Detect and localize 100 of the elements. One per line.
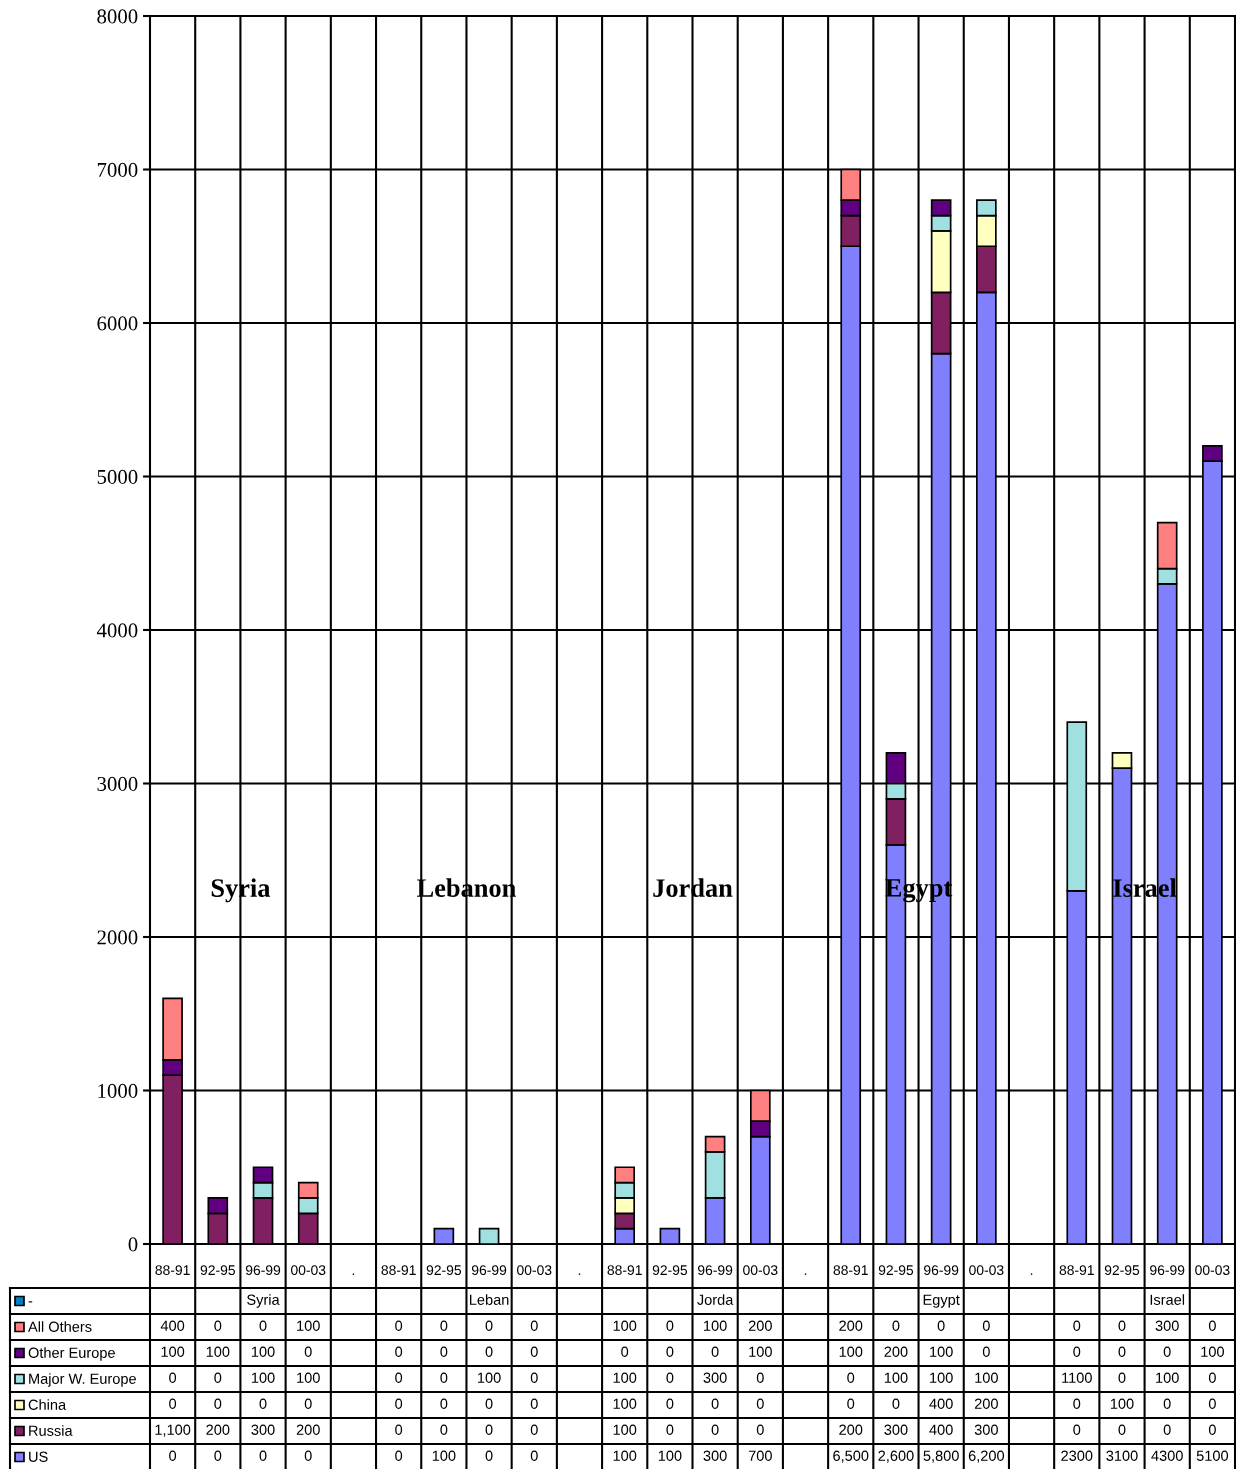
y-tick-label: 0 — [128, 1237, 138, 1252]
data-label: 0 — [1118, 1320, 1126, 1331]
data-label: 6,200 — [968, 1450, 1005, 1463]
data-label: 1100 — [1062, 1372, 1092, 1383]
data-label: 0 — [485, 1320, 493, 1331]
text: Syria — [247, 1294, 280, 1308]
x-tick-label: 96-99 — [924, 1265, 959, 1276]
data-label: 100 — [297, 1320, 320, 1331]
data-label: 0 — [259, 1398, 267, 1409]
data-label: 0 — [304, 1450, 312, 1461]
x-tick-label: 88-91 — [833, 1265, 868, 1276]
data-label: 0 — [395, 1424, 403, 1435]
data-label: 0 — [485, 1450, 493, 1461]
data-label: 0 — [440, 1398, 448, 1409]
x-tick-label: . — [804, 1273, 807, 1275]
data-label: 0 — [304, 1398, 312, 1409]
data-label: 200 — [974, 1398, 998, 1409]
text: Jorda — [697, 1294, 734, 1305]
data-label: 0 — [395, 1372, 403, 1383]
data-label: 0 — [847, 1372, 855, 1383]
data-label: 100 — [206, 1346, 230, 1357]
x-tick-label: . — [352, 1273, 355, 1275]
legend-label: - — [28, 1301, 33, 1303]
data-label: 0 — [530, 1320, 538, 1331]
data-label: 100 — [704, 1320, 727, 1331]
data-label: 0 — [937, 1320, 945, 1331]
y-tick-label: 2000 — [97, 930, 138, 945]
x-tick-label: 88-91 — [607, 1265, 642, 1276]
data-label: 200 — [839, 1320, 863, 1331]
data-label: 400 — [929, 1424, 953, 1435]
data-label: 0 — [666, 1424, 674, 1435]
x-tick-label: 88-91 — [1059, 1265, 1094, 1276]
data-label: 100 — [930, 1372, 953, 1383]
y-tick-label: 5000 — [97, 469, 138, 484]
x-tick-label: 00-03 — [291, 1265, 326, 1276]
data-label: 400 — [929, 1398, 953, 1409]
x-tick-label: 92-95 — [878, 1265, 914, 1276]
data-label: 200 — [206, 1424, 230, 1435]
data-label: 100 — [251, 1346, 275, 1357]
data-label: 0 — [666, 1398, 674, 1409]
data-label: 3100 — [1106, 1450, 1138, 1461]
data-label: 0 — [1163, 1398, 1171, 1409]
data-label: 100 — [613, 1398, 637, 1409]
data-label: 200 — [884, 1346, 908, 1357]
y-tick-label: 3000 — [97, 776, 138, 791]
data-label: 0 — [1118, 1372, 1126, 1383]
data-label: 0 — [1073, 1346, 1081, 1357]
data-label: 0 — [1208, 1398, 1216, 1409]
data-label: 400 — [160, 1320, 185, 1331]
y-tick-label: 4000 — [96, 623, 138, 638]
text: Egypt — [923, 1294, 960, 1308]
data-label: 0 — [711, 1346, 719, 1357]
legend-label: Russia — [29, 1425, 73, 1436]
data-label: 0 — [169, 1372, 177, 1383]
x-tick-label: 00-03 — [517, 1265, 552, 1276]
data-label: 0 — [666, 1320, 674, 1331]
data-label: 0 — [1163, 1346, 1171, 1357]
data-label: 300 — [974, 1424, 998, 1435]
data-label: 2300 — [1061, 1450, 1093, 1461]
data-label: 0 — [892, 1398, 900, 1409]
data-label: 0 — [711, 1424, 719, 1435]
data-label: 0 — [485, 1346, 493, 1357]
data-label: 100 — [251, 1372, 275, 1383]
x-tick-label: 00-03 — [1195, 1265, 1230, 1276]
x-tick-label: 96-99 — [471, 1265, 507, 1276]
data-label: 200 — [748, 1320, 772, 1331]
x-tick-label: 88-91 — [381, 1265, 416, 1276]
data-label: 2,600 — [878, 1450, 914, 1463]
data-label: 100 — [478, 1372, 501, 1383]
data-label: 0 — [666, 1372, 674, 1383]
x-tick-label: 92-95 — [200, 1265, 235, 1276]
data-label: 4300 — [1151, 1450, 1183, 1461]
data-label: 100 — [613, 1424, 637, 1435]
data-label: 0 — [395, 1398, 403, 1409]
data-label: 0 — [530, 1450, 538, 1461]
text: Israel — [1150, 1294, 1185, 1305]
data-label: 100 — [161, 1346, 185, 1357]
data-label: 0 — [621, 1346, 629, 1357]
data-label: 0 — [214, 1372, 222, 1383]
data-label: 5100 — [1196, 1450, 1229, 1461]
data-label: 0 — [756, 1398, 764, 1409]
data-label: 0 — [485, 1398, 493, 1409]
data-label: 0 — [756, 1372, 764, 1383]
data-label: 0 — [214, 1320, 222, 1331]
data-label: 0 — [1208, 1372, 1216, 1383]
data-label: 300 — [703, 1372, 727, 1383]
data-label: 200 — [839, 1424, 863, 1435]
data-label: 100 — [658, 1450, 682, 1461]
x-tick-label: . — [1030, 1273, 1033, 1275]
data-label: 300 — [884, 1424, 908, 1435]
legend-label: All Others — [28, 1321, 92, 1332]
data-label: 0 — [982, 1346, 990, 1357]
x-tick-label: 88-91 — [155, 1265, 190, 1276]
x-tick-label: 92-95 — [652, 1265, 688, 1276]
data-label: 0 — [530, 1372, 538, 1383]
data-label: 0 — [485, 1424, 493, 1435]
data-label: 0 — [395, 1450, 403, 1461]
data-label: 0 — [214, 1450, 222, 1461]
data-label: 0 — [214, 1398, 222, 1409]
data-label: 0 — [892, 1320, 900, 1331]
